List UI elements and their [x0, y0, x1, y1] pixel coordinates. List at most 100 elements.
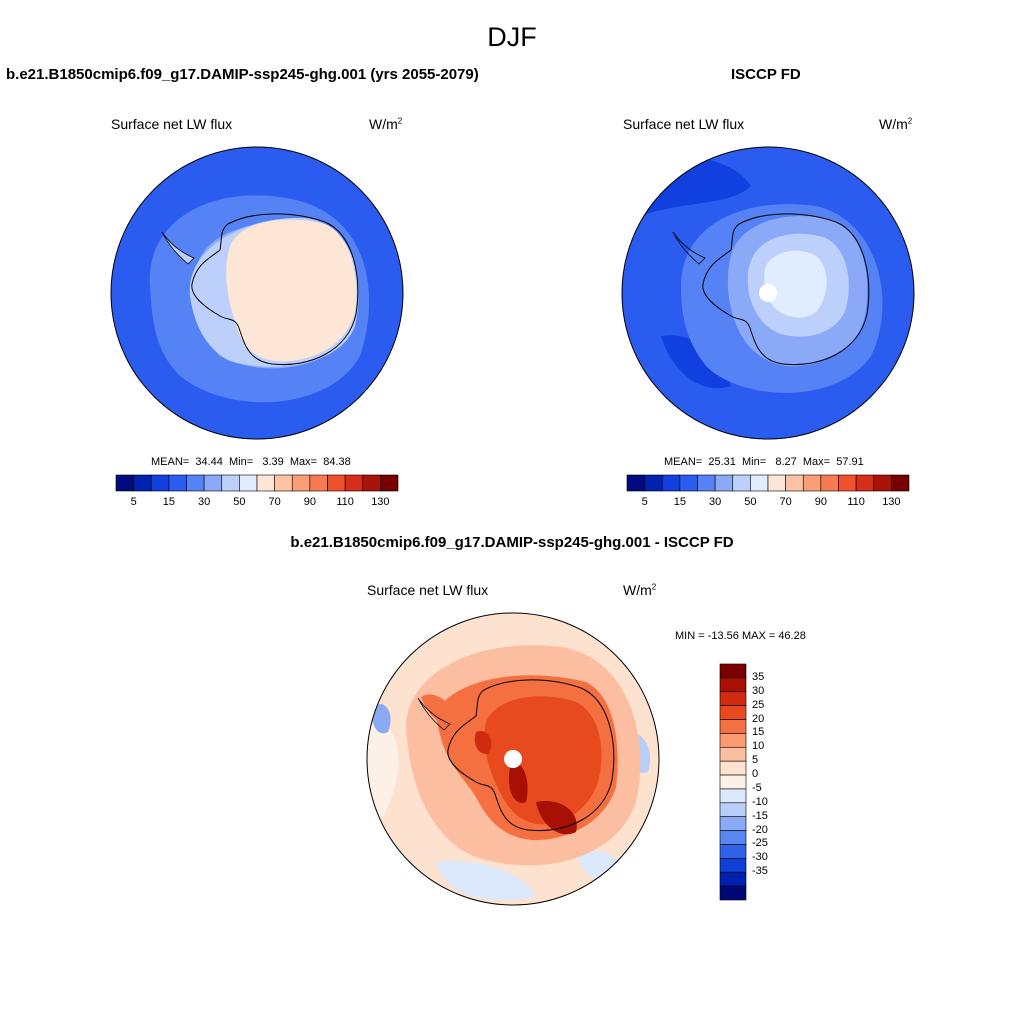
colorbar-swatch [221, 474, 240, 492]
panel-model-title: b.e21.B1850cmip6.f09_g17.DAMIP-ssp245-gh… [6, 66, 479, 83]
colorbar-swatch [719, 858, 747, 873]
colorbar-swatch [719, 802, 747, 818]
colorbar-tick-label: 30 [198, 496, 211, 508]
colorbar-model [115, 474, 399, 492]
colorbar-swatch [626, 474, 645, 492]
colorbar-swatch [719, 691, 747, 706]
colorbar-swatch [719, 677, 747, 693]
colorbar-tick-label: 20 [752, 712, 765, 725]
colorbar-swatch [719, 871, 747, 887]
panel-model-map [110, 146, 404, 440]
colorbar-swatch [873, 474, 892, 492]
diff-hot-core-2 [536, 801, 577, 835]
colorbar-tick-label: 35 [752, 670, 765, 683]
colorbar-tick-label: 50 [233, 496, 246, 508]
colorbar-tick-label: 15 [162, 496, 175, 508]
colorbar-tick-label: 5 [752, 754, 759, 767]
diff-hot-core-1 [508, 761, 528, 803]
panel-obs-map [621, 146, 915, 440]
colorbar-tick-label: 5 [130, 496, 137, 508]
colorbar-swatch [679, 474, 698, 492]
colorbar-tick-label: 130 [882, 496, 901, 508]
diff-hot-core-3 [474, 731, 492, 755]
colorbar-tick-label: 30 [709, 496, 722, 508]
colorbar-swatch [838, 474, 857, 492]
colorbar-swatch [820, 474, 839, 492]
antarctica-coastline [702, 213, 870, 366]
colorbar-tick-label: -10 [752, 795, 768, 808]
colorbar-swatch [750, 474, 769, 492]
antarctica-core [764, 250, 827, 318]
panel-model-stats: MEAN= 34.44 Min= 3.39 Max= 84.38 [151, 456, 351, 468]
diff-neg-patch-south [436, 861, 536, 901]
colorbar-swatch [697, 474, 716, 492]
diff-neg-patch-west [371, 703, 391, 734]
colorbar-tick-label: -15 [752, 809, 768, 822]
colorbar-swatch [239, 474, 258, 492]
colorbar-tick-label: 90 [814, 496, 827, 508]
colorbar-swatch [661, 474, 681, 492]
panel-obs-variable: Surface net LW flux [623, 116, 745, 132]
colorbar-swatch [274, 474, 293, 492]
pole-gap [504, 750, 522, 768]
colorbar-swatch [133, 474, 152, 492]
colorbar-swatch [256, 474, 275, 492]
colorbar-diff [719, 663, 747, 901]
colorbar-swatch [719, 663, 747, 679]
colorbar-tick-label: 70 [779, 496, 792, 508]
colorbar-swatch [115, 474, 134, 492]
antarctic-peninsula [161, 231, 195, 265]
colorbar-swatch [719, 719, 747, 734]
colorbar-tick-label: 30 [752, 684, 765, 697]
colorbar-swatch [855, 474, 875, 492]
panel-diff-title: b.e21.B1850cmip6.f09_g17.DAMIP-ssp245-gh… [290, 534, 734, 551]
colorbar-swatch [719, 746, 747, 762]
colorbar-swatch [309, 474, 328, 492]
colorbar-tick-label: -20 [752, 823, 768, 836]
panel-model-variable: Surface net LW flux [111, 116, 233, 132]
colorbar-swatch [719, 830, 747, 845]
ocean-dark-patch-2 [661, 335, 731, 389]
antarctic-peninsula [417, 697, 451, 731]
colorbar-tick-label: -30 [752, 851, 768, 864]
colorbar-tick-label: 70 [268, 496, 281, 508]
colorbar-swatch [344, 474, 364, 492]
colorbar-tick-label: 90 [303, 496, 316, 508]
colorbar-tick-label: 15 [673, 496, 686, 508]
antarctica-ice-sheet [226, 219, 357, 362]
colorbar-swatch [186, 474, 205, 492]
colorbar-swatch [327, 474, 346, 492]
colorbar-swatch [719, 733, 747, 748]
colorbar-swatch [150, 474, 170, 492]
panel-diff-variable: Surface net LW flux [367, 582, 489, 598]
colorbar-tick-label: -35 [752, 865, 768, 878]
colorbar-tick-label: 0 [752, 768, 759, 781]
colorbar-tick-label: 15 [752, 726, 765, 739]
panel-obs-title: ISCCP FD [731, 66, 801, 83]
antarctica-coastline [191, 213, 359, 366]
colorbar-tick-label: 130 [371, 496, 390, 508]
colorbar-swatch [732, 474, 751, 492]
colorbar-tick-label: 25 [752, 698, 765, 711]
panel-obs-units: W/m2 [879, 116, 913, 132]
colorbar-swatch [802, 474, 822, 492]
colorbar-tick-label: 110 [336, 496, 354, 508]
colorbar-obs [626, 474, 910, 492]
colorbar-tick-label: 5 [641, 496, 648, 508]
colorbar-swatch [891, 474, 910, 492]
colorbar-swatch [719, 816, 747, 831]
panel-model-units: W/m2 [369, 116, 403, 132]
panel-diff-stats: MIN = -13.56 MAX = 46.28 [675, 630, 806, 642]
pole-gap [759, 284, 777, 302]
colorbar-swatch [714, 474, 734, 492]
colorbar-tick-label: -25 [752, 837, 768, 850]
colorbar-swatch [719, 788, 747, 804]
colorbar-swatch [291, 474, 311, 492]
colorbar-tick-label: 110 [847, 496, 865, 508]
colorbar-swatch [644, 474, 663, 492]
colorbar-tick-label: 10 [752, 740, 765, 753]
colorbar-swatch [767, 474, 786, 492]
colorbar-swatch [785, 474, 804, 492]
colorbar-tick-label: 50 [744, 496, 757, 508]
colorbar-swatch [362, 474, 381, 492]
